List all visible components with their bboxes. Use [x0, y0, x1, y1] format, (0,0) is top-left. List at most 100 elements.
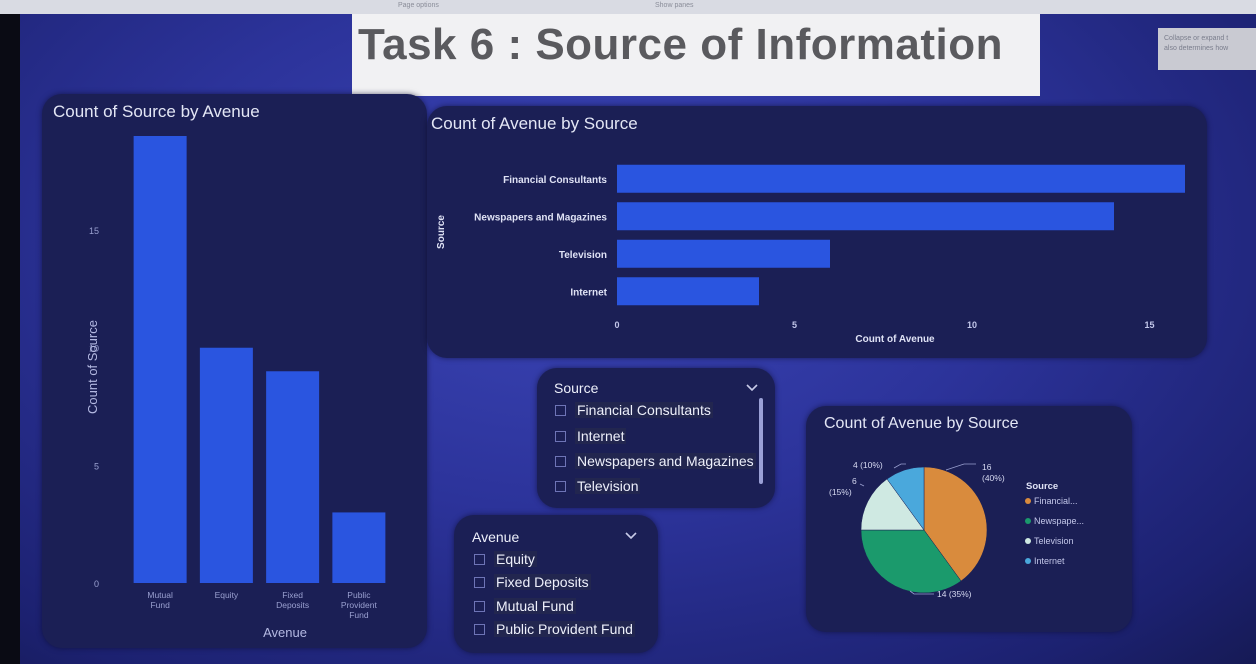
- x-tick-label: Provident: [341, 600, 378, 610]
- pie-slice: [860, 478, 925, 531]
- slicer-item-label: Financial Consultants: [575, 402, 713, 418]
- data-label: 6: [852, 476, 857, 486]
- source-bar-chart-panel[interactable]: Count of Avenue by Source Financial Cons…: [427, 106, 1207, 358]
- bar: [617, 239, 830, 268]
- chevron-down-icon[interactable]: [624, 529, 638, 543]
- legend-swatch: [1025, 558, 1031, 564]
- slicer-item-mutual-fund[interactable]: Mutual Fund: [474, 598, 576, 614]
- checkbox[interactable]: [474, 623, 485, 635]
- y-tick-label: 0: [94, 579, 99, 589]
- leader-line: [893, 463, 906, 469]
- slicer-item-label: Television: [575, 478, 641, 494]
- slicer-item-label: Public Provident Fund: [494, 621, 635, 637]
- y-tick-label: Financial Consultants: [503, 175, 607, 186]
- show-panes-label[interactable]: Show panes: [655, 2, 694, 9]
- x-axis-label: Avenue: [263, 625, 307, 640]
- bar: [617, 202, 1114, 231]
- page-title: Task 6 : Source of Information: [358, 20, 1003, 69]
- bar: [332, 512, 386, 583]
- slicer-item-label: Equity: [494, 551, 537, 567]
- source-pie-chart-panel[interactable]: Count of Avenue by Source 16 (40%) 14 (35%…: [806, 406, 1132, 632]
- slicer-item-television[interactable]: Television: [555, 478, 641, 494]
- pie-slice: [860, 529, 962, 594]
- legend-swatch: [1025, 538, 1031, 544]
- avenue-bar-chart-panel[interactable]: Count of Source by Avenue 0 5 10 15 Mutual Fu…: [42, 94, 427, 648]
- bar: [617, 164, 1185, 193]
- checkbox[interactable]: [474, 600, 485, 612]
- source-slicer[interactable]: Source Financial Consultants Internet Ne…: [537, 368, 775, 508]
- bar: [133, 136, 187, 583]
- ribbon-strip: Page options Show panes: [0, 0, 1256, 14]
- title-card: Task 6 : Source of Information: [352, 14, 1040, 96]
- x-tick-label: 0: [614, 320, 619, 330]
- legend-entry: Internet: [1034, 556, 1065, 566]
- monitor-bezel: [0, 0, 22, 664]
- leader-line: [909, 590, 934, 595]
- bar: [617, 277, 759, 306]
- chart-title: Count of Avenue by Source: [824, 415, 1019, 432]
- tooltip-line-1: Collapse or expand t: [1164, 35, 1229, 42]
- slicer-item-label: Mutual Fund: [494, 598, 576, 614]
- page-options-label[interactable]: Page options: [398, 2, 439, 9]
- legend-swatch: [1025, 518, 1031, 524]
- y-tick-label: Newspapers and Magazines: [474, 212, 607, 223]
- data-label: (15%): [829, 487, 852, 497]
- chart-title: Count of Avenue by Source: [431, 114, 638, 133]
- slicer-item-ppf[interactable]: Public Provident Fund: [474, 621, 635, 637]
- legend-swatch: [1025, 498, 1031, 504]
- x-tick-label: Public: [347, 590, 371, 600]
- slicer-scrollbar[interactable]: [759, 398, 763, 484]
- slicer-item-equity[interactable]: Equity: [474, 551, 537, 567]
- legend-title: Source: [1026, 481, 1058, 492]
- slicer-item-financial-consultants[interactable]: Financial Consultants: [555, 402, 713, 418]
- data-label: 14 (35%): [937, 589, 972, 599]
- slicer-header: Avenue: [472, 529, 520, 545]
- y-tick-label: 10: [89, 344, 99, 354]
- checkbox[interactable]: [555, 480, 566, 492]
- avenue-slicer[interactable]: Avenue Equity Fixed Deposits Mutual Fund…: [454, 515, 658, 653]
- checkbox[interactable]: [474, 553, 485, 565]
- y-tick-label: 5: [94, 461, 99, 471]
- source-bar-chart: Financial Consultants Newspapers and Maga…: [436, 164, 1185, 345]
- source-pie-chart: 16(40%) 14 (35%) 6(15%) 4 (10%) Source Financ…: [829, 460, 1084, 599]
- checkbox[interactable]: [555, 455, 566, 467]
- legend-entry: Television: [1034, 536, 1074, 546]
- y-tick-label: Television: [559, 250, 607, 261]
- pie-slice: [886, 466, 925, 531]
- x-tick-label: Mutual: [147, 590, 173, 600]
- slicer-item-newspapers[interactable]: Newspapers and Magazines: [555, 453, 756, 469]
- leader-line: [945, 463, 976, 471]
- chart-title: Count of Source by Avenue: [53, 102, 260, 121]
- y-axis-label: Source: [436, 215, 447, 249]
- pie-slice: [923, 466, 988, 582]
- slicer-item-label: Fixed Deposits: [494, 574, 591, 590]
- x-tick-label: Equity: [215, 590, 239, 600]
- tooltip-line-2: also determines how: [1164, 45, 1229, 52]
- data-label: (40%): [982, 473, 1005, 483]
- chevron-down-icon[interactable]: [745, 381, 759, 395]
- slicer-item-fixed-deposits[interactable]: Fixed Deposits: [474, 574, 591, 590]
- data-label: 16: [982, 462, 992, 472]
- legend-entry: Financial...: [1034, 496, 1078, 506]
- y-tick-label: 15: [89, 226, 99, 236]
- slicer-header: Source: [554, 380, 599, 396]
- collapse-tooltip: Collapse or expand t also determines how: [1158, 28, 1256, 70]
- leader-line: [859, 483, 865, 487]
- x-tick-label: Fixed: [282, 590, 303, 600]
- y-axis-label: Count of Source: [85, 320, 100, 414]
- slicer-item-label: Internet: [575, 428, 627, 444]
- slicer-item-internet[interactable]: Internet: [555, 428, 627, 444]
- checkbox[interactable]: [474, 576, 485, 588]
- x-tick-label: 15: [1144, 320, 1154, 330]
- x-tick-label: Fund: [349, 610, 369, 620]
- data-label: 4 (10%): [853, 460, 883, 470]
- x-axis-label: Count of Avenue: [855, 334, 935, 345]
- bar: [266, 371, 320, 583]
- y-tick-label: Internet: [570, 287, 607, 298]
- checkbox[interactable]: [555, 404, 566, 416]
- x-tick-label: 10: [967, 320, 977, 330]
- x-tick-label: 5: [792, 320, 797, 330]
- x-tick-label: Deposits: [276, 600, 309, 610]
- checkbox[interactable]: [555, 430, 566, 442]
